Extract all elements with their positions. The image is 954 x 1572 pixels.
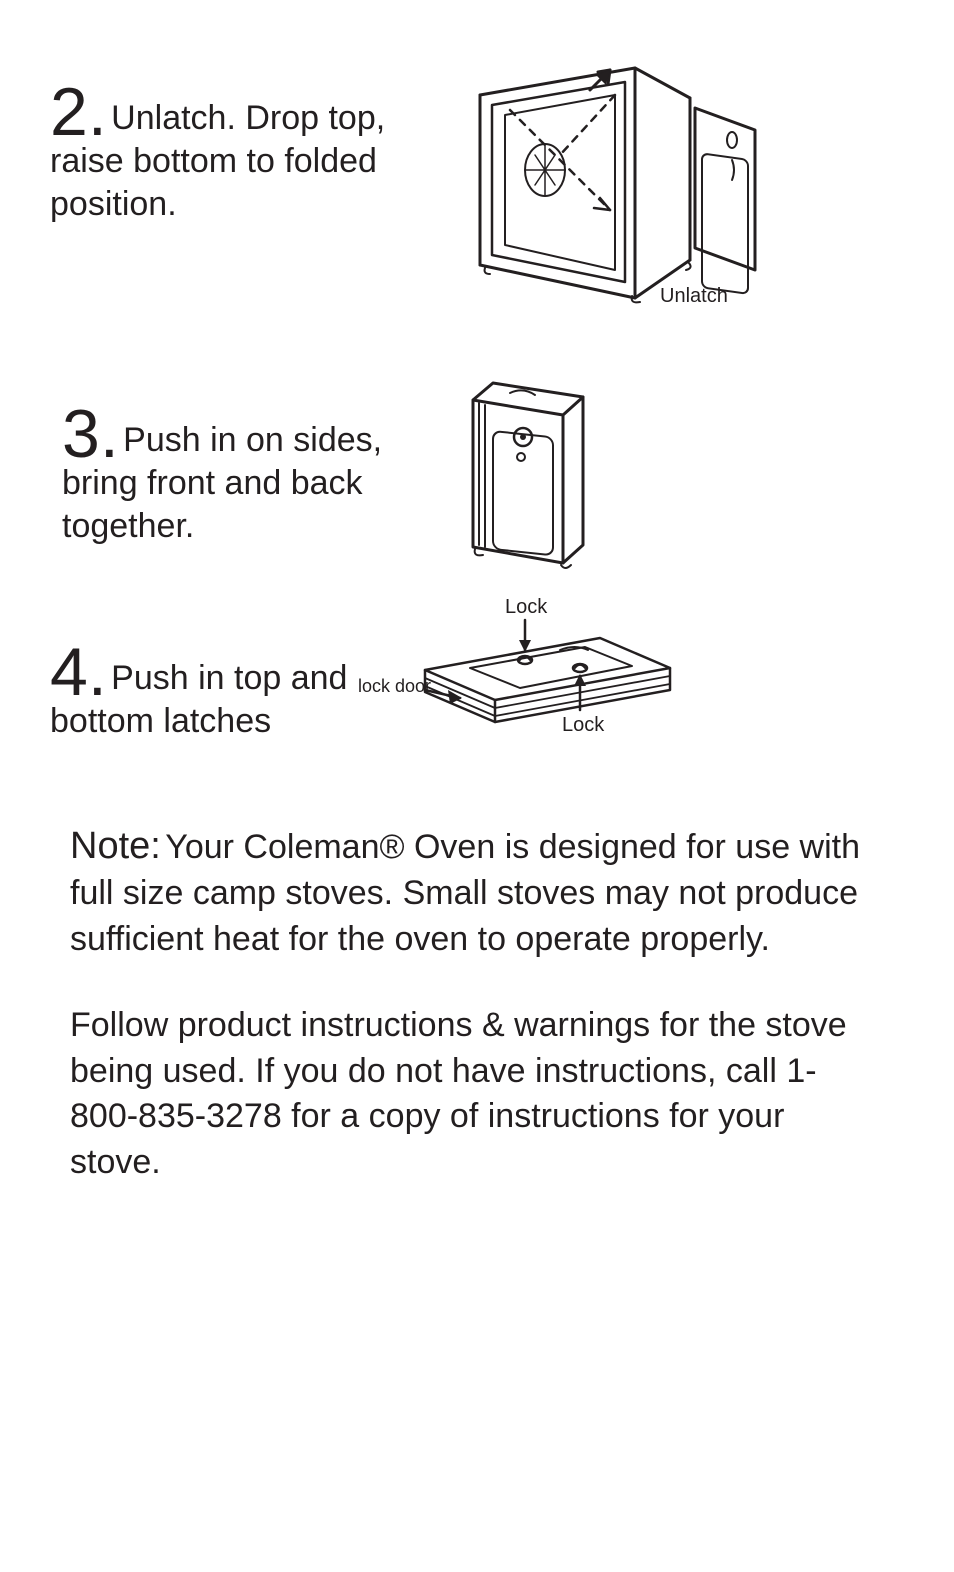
unlatch-callout: Unlatch bbox=[660, 285, 728, 308]
note-body2: Follow product instructions & warnings f… bbox=[70, 1003, 870, 1187]
step3-number: 3. bbox=[62, 400, 119, 468]
step3-illustration bbox=[455, 375, 595, 575]
oven-unlatch-diagram bbox=[450, 60, 780, 320]
step3-block: 3. Push in on sides, bring front and bac… bbox=[62, 400, 452, 553]
lock-door-callout: lock door bbox=[358, 676, 431, 697]
step2-number: 2. bbox=[50, 78, 107, 146]
oven-folded-diagram bbox=[455, 375, 595, 575]
lock-top-callout: Lock bbox=[505, 596, 547, 619]
step2-illustration: Unlatch bbox=[450, 60, 780, 320]
note-body1: Your Coleman® Oven is designed for use w… bbox=[70, 828, 860, 958]
step4-block: 4. Push in top and bottom latches bbox=[50, 638, 410, 749]
note-block: Note: Your Coleman® Oven is designed for… bbox=[70, 825, 870, 1186]
step4-number: 4. bbox=[50, 638, 107, 706]
instruction-page: 2. Unlatch. Drop top, raise bottom to fo… bbox=[0, 0, 954, 1572]
step2-block: 2. Unlatch. Drop top, raise bottom to fo… bbox=[50, 78, 450, 231]
note-label: Note: bbox=[70, 825, 161, 867]
lock-bottom-callout: Lock bbox=[562, 714, 604, 737]
step4-illustration: Lock Lock lock door bbox=[370, 590, 690, 750]
